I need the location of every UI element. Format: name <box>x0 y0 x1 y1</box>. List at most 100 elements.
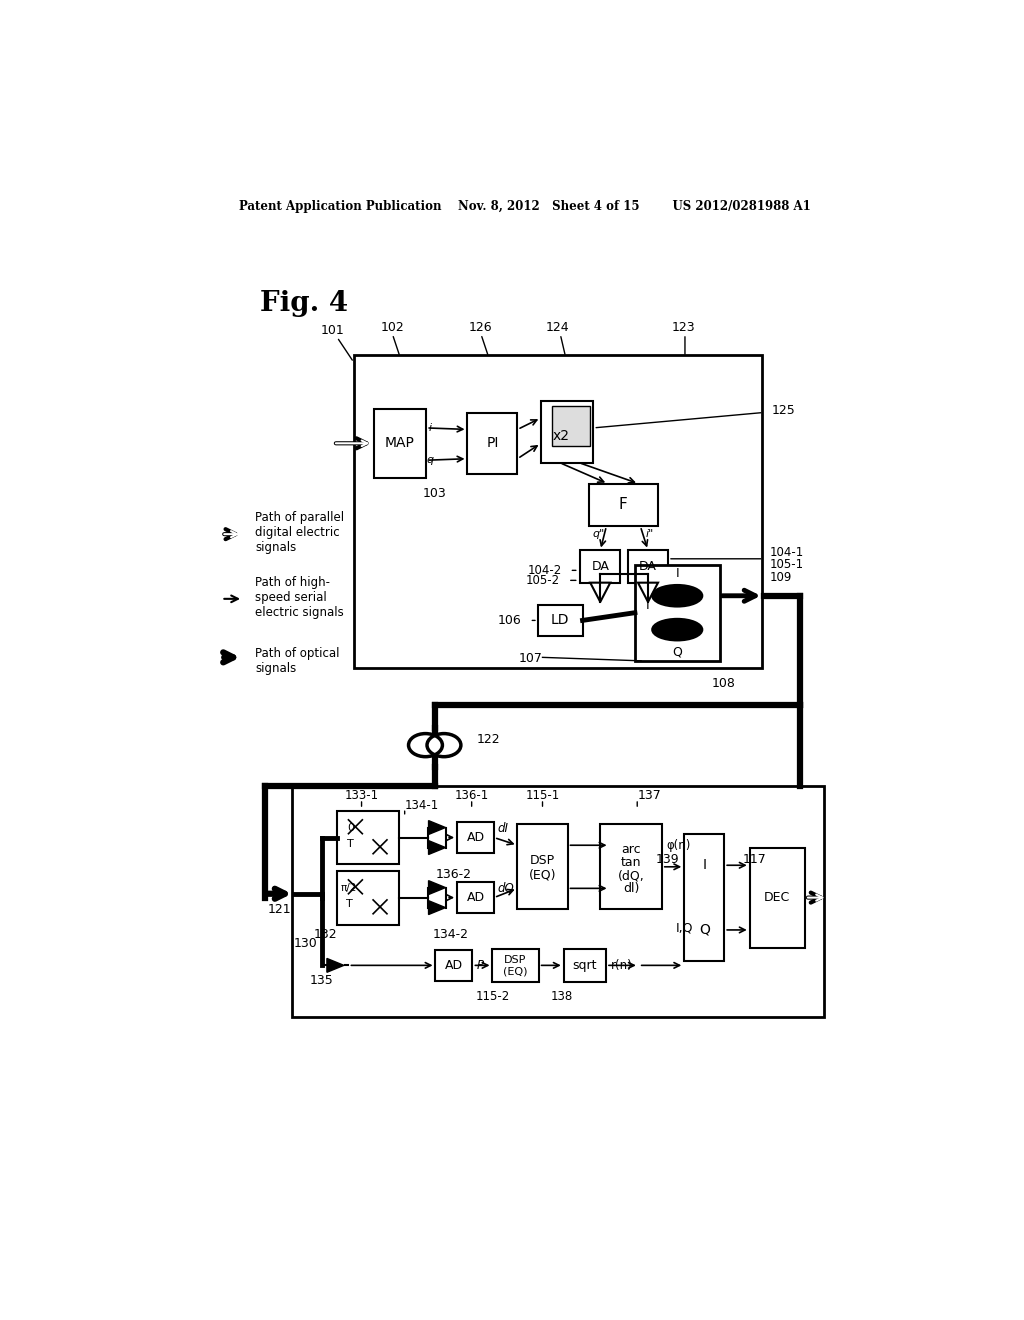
Text: Q: Q <box>698 923 710 937</box>
Text: 130: 130 <box>294 937 317 950</box>
Bar <box>635 565 720 661</box>
Text: 102: 102 <box>381 321 404 334</box>
Text: 109: 109 <box>770 570 792 583</box>
Text: 124: 124 <box>546 321 569 334</box>
Text: T: T <box>347 838 354 849</box>
Text: r(n): r(n) <box>610 958 633 972</box>
Bar <box>541 401 593 462</box>
Polygon shape <box>429 841 445 854</box>
Text: 108: 108 <box>712 677 735 690</box>
Bar <box>581 550 621 582</box>
Text: φ(n): φ(n) <box>667 838 691 851</box>
Text: dI: dI <box>498 822 509 834</box>
Text: I: I <box>702 858 707 873</box>
Bar <box>600 825 662 909</box>
Bar <box>628 550 668 582</box>
Ellipse shape <box>652 585 702 607</box>
Text: i: i <box>428 422 432 433</box>
Bar <box>589 483 658 527</box>
Text: π/2: π/2 <box>341 883 357 894</box>
Text: 126: 126 <box>469 321 493 334</box>
Text: q: q <box>427 455 433 465</box>
Polygon shape <box>429 821 445 834</box>
Polygon shape <box>638 582 658 602</box>
Text: 139: 139 <box>655 853 679 866</box>
Text: 121: 121 <box>267 903 291 916</box>
Text: arc: arc <box>622 843 641 857</box>
Bar <box>337 871 398 924</box>
Text: Path of parallel
digital electric
signals: Path of parallel digital electric signal… <box>255 511 344 554</box>
Bar <box>457 822 494 853</box>
Polygon shape <box>590 582 610 602</box>
Text: 115-1: 115-1 <box>525 789 560 803</box>
Bar <box>493 949 539 982</box>
Bar <box>467 413 517 474</box>
Bar <box>435 950 472 981</box>
Text: I: I <box>676 568 679 581</box>
Text: DA: DA <box>639 560 657 573</box>
Text: 136-2: 136-2 <box>435 869 472 880</box>
Text: 123: 123 <box>672 321 695 334</box>
Bar <box>538 605 583 636</box>
Text: 135: 135 <box>309 974 334 987</box>
Text: 138: 138 <box>551 990 572 1003</box>
Text: sqrt: sqrt <box>572 958 597 972</box>
Text: 133-1: 133-1 <box>344 789 379 803</box>
Text: 104-2: 104-2 <box>527 564 562 577</box>
Bar <box>517 825 567 909</box>
Text: DA: DA <box>591 560 609 573</box>
Text: dQ: dQ <box>498 882 515 895</box>
Bar <box>354 355 762 668</box>
Bar <box>337 810 398 865</box>
Text: T: T <box>346 899 352 908</box>
Ellipse shape <box>652 619 702 640</box>
Text: (EQ): (EQ) <box>504 966 527 977</box>
Bar <box>374 409 426 478</box>
Text: 101: 101 <box>321 323 344 337</box>
Text: 122: 122 <box>477 733 501 746</box>
Bar <box>563 949 606 982</box>
Bar <box>684 834 724 961</box>
Bar <box>552 405 590 446</box>
Text: I,Q: I,Q <box>676 921 693 935</box>
Polygon shape <box>429 900 445 915</box>
Text: Fig. 4: Fig. 4 <box>260 289 348 317</box>
Text: Path of optical
signals: Path of optical signals <box>255 647 340 676</box>
Text: LD: LD <box>551 614 569 627</box>
Text: Patent Application Publication    Nov. 8, 2012   Sheet 4 of 15        US 2012/02: Patent Application Publication Nov. 8, 2… <box>239 199 811 213</box>
Text: DSP: DSP <box>505 954 526 965</box>
Text: 134-2: 134-2 <box>433 928 469 941</box>
Text: 107: 107 <box>518 652 543 665</box>
Text: 105-2: 105-2 <box>526 574 560 587</box>
Bar <box>292 785 823 1016</box>
Text: 103: 103 <box>423 487 446 500</box>
Text: (EQ): (EQ) <box>528 869 556 880</box>
Text: PI: PI <box>486 437 499 450</box>
Text: i": i" <box>645 529 653 539</box>
Text: x2: x2 <box>553 429 569 442</box>
Text: AD: AD <box>444 958 463 972</box>
Polygon shape <box>327 958 344 973</box>
Text: 117: 117 <box>742 853 766 866</box>
Text: 0: 0 <box>347 824 354 833</box>
Text: 136-1: 136-1 <box>455 789 488 803</box>
Text: DEC: DEC <box>764 891 791 904</box>
Text: dl): dl) <box>623 882 639 895</box>
Text: 115-2: 115-2 <box>475 990 510 1003</box>
Text: 125: 125 <box>772 404 796 417</box>
Text: I: I <box>646 599 650 612</box>
Bar <box>457 882 494 913</box>
Text: MAP: MAP <box>385 437 415 450</box>
Text: 134-1: 134-1 <box>404 799 439 812</box>
Text: 106: 106 <box>498 614 521 627</box>
Text: AD: AD <box>467 891 484 904</box>
Text: 132: 132 <box>313 928 338 941</box>
Text: q": q" <box>593 529 605 539</box>
Text: tan: tan <box>621 855 641 869</box>
Text: AD: AD <box>467 832 484 843</box>
Text: Path of high-
speed serial
electric signals: Path of high- speed serial electric sign… <box>255 576 344 619</box>
Polygon shape <box>429 880 445 895</box>
Ellipse shape <box>427 734 461 756</box>
Text: P: P <box>476 958 483 972</box>
Text: Q: Q <box>673 645 682 659</box>
